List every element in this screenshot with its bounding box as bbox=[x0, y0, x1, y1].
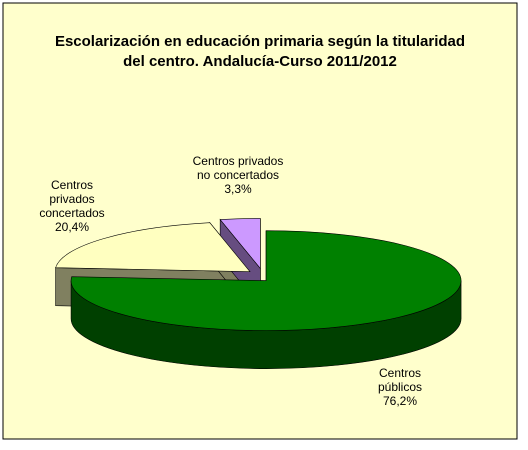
slice-value-label: 3,3% bbox=[224, 182, 252, 196]
slice-label: Centros privados no concertados bbox=[192, 154, 284, 182]
slice-label: Centros privados concertados bbox=[39, 178, 105, 220]
slice bbox=[70, 230, 462, 331]
slice-value-label: 20,4% bbox=[54, 220, 90, 234]
slice bbox=[219, 218, 261, 270]
chart-title: Escolarización en educación primaria seg… bbox=[54, 33, 466, 70]
slice-value-label: 76,2% bbox=[382, 394, 418, 408]
slice-label: Centros públicos bbox=[377, 366, 423, 394]
slice bbox=[55, 222, 251, 272]
